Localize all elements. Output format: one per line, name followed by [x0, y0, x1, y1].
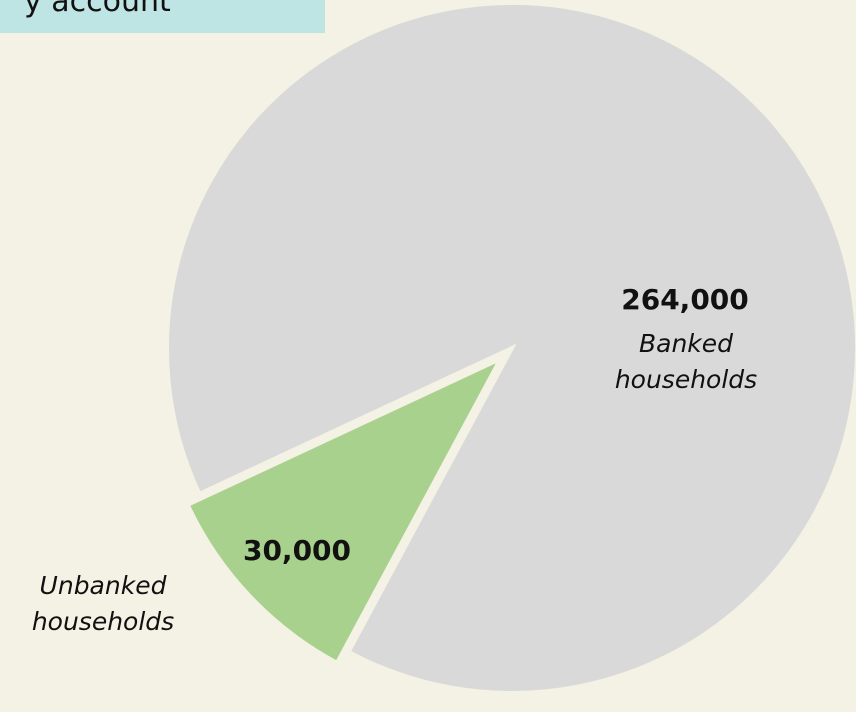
chart-title: y account	[24, 0, 171, 19]
title-box: y account	[0, 0, 325, 33]
pie-slice	[185, 354, 505, 666]
category-label: Unbanked households	[31, 571, 175, 637]
pie-slice	[165, 1, 856, 695]
category-label: Banked households	[614, 329, 758, 395]
value-label: 264,000	[621, 283, 749, 316]
value-label: 30,000	[242, 534, 352, 567]
